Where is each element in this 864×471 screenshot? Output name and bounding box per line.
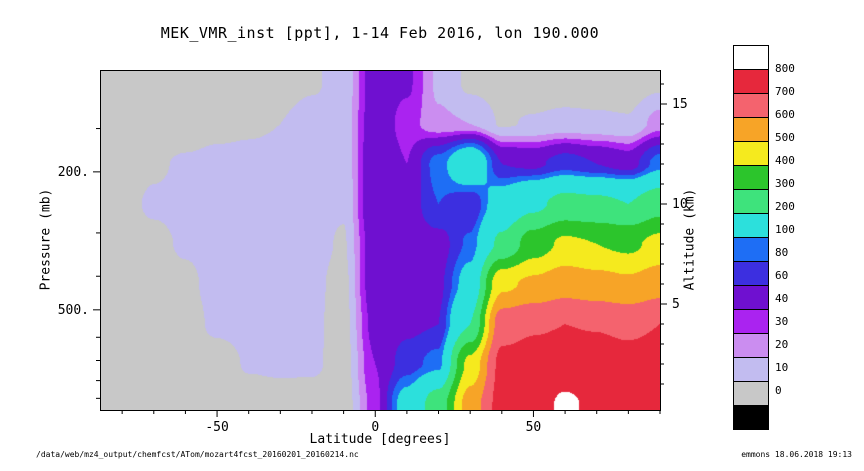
colorbar-cell — [734, 310, 768, 334]
colorbar-label: 0 — [775, 384, 782, 397]
colorbar-label: 80 — [775, 246, 789, 259]
colorbar-label: 60 — [775, 269, 789, 282]
colorbar-cell — [734, 142, 768, 166]
footer-stamp: emmons 18.06.2018 19:13 — [741, 450, 852, 459]
latitude-axis-label: Latitude [degrees] — [309, 432, 451, 447]
altitude-axis-label: Altitude (km) — [682, 188, 698, 291]
tick-label: 5 — [672, 297, 680, 312]
pressure-axis-label: Pressure (mb) — [38, 188, 54, 291]
colorbar-label: 800 — [775, 62, 795, 75]
footer-file-path: /data/web/mz4_output/chemfcst/ATom/mozar… — [36, 450, 359, 459]
colorbar-cell — [734, 358, 768, 382]
tick-label: 200. — [58, 165, 89, 180]
colorbar-label: 40 — [775, 292, 789, 305]
colorbar — [733, 45, 769, 430]
colorbar-label: 200 — [775, 200, 795, 213]
colorbar-cell — [734, 334, 768, 358]
colorbar-cell — [734, 70, 768, 94]
plot-area — [100, 70, 660, 410]
colorbar-cell — [734, 166, 768, 190]
colorbar-label: 10 — [775, 361, 789, 374]
colorbar-cell — [734, 382, 768, 406]
colorbar-label: 300 — [775, 177, 795, 190]
colorbar-cell — [734, 94, 768, 118]
colorbar-label: 500 — [775, 131, 795, 144]
colorbar-cell — [734, 190, 768, 214]
colorbar-cell — [734, 46, 768, 70]
colorbar-cell — [734, 406, 768, 429]
colorbar-cell — [734, 238, 768, 262]
colorbar-label: 20 — [775, 338, 789, 351]
colorbar-label: 600 — [775, 108, 795, 121]
colorbar-cell — [734, 286, 768, 310]
colorbar-cell — [734, 214, 768, 238]
colorbar-label: 30 — [775, 315, 789, 328]
colorbar-label: 100 — [775, 223, 795, 236]
contour-canvas — [100, 70, 660, 410]
colorbar-label: 400 — [775, 154, 795, 167]
colorbar-cell — [734, 118, 768, 142]
tick-label: 500. — [58, 303, 89, 318]
tick-label: 15 — [672, 97, 688, 112]
colorbar-cell — [734, 262, 768, 286]
plot-title: MEK_VMR_inst [ppt], 1-14 Feb 2016, lon 1… — [160, 24, 600, 42]
colorbar-label: 700 — [775, 85, 795, 98]
